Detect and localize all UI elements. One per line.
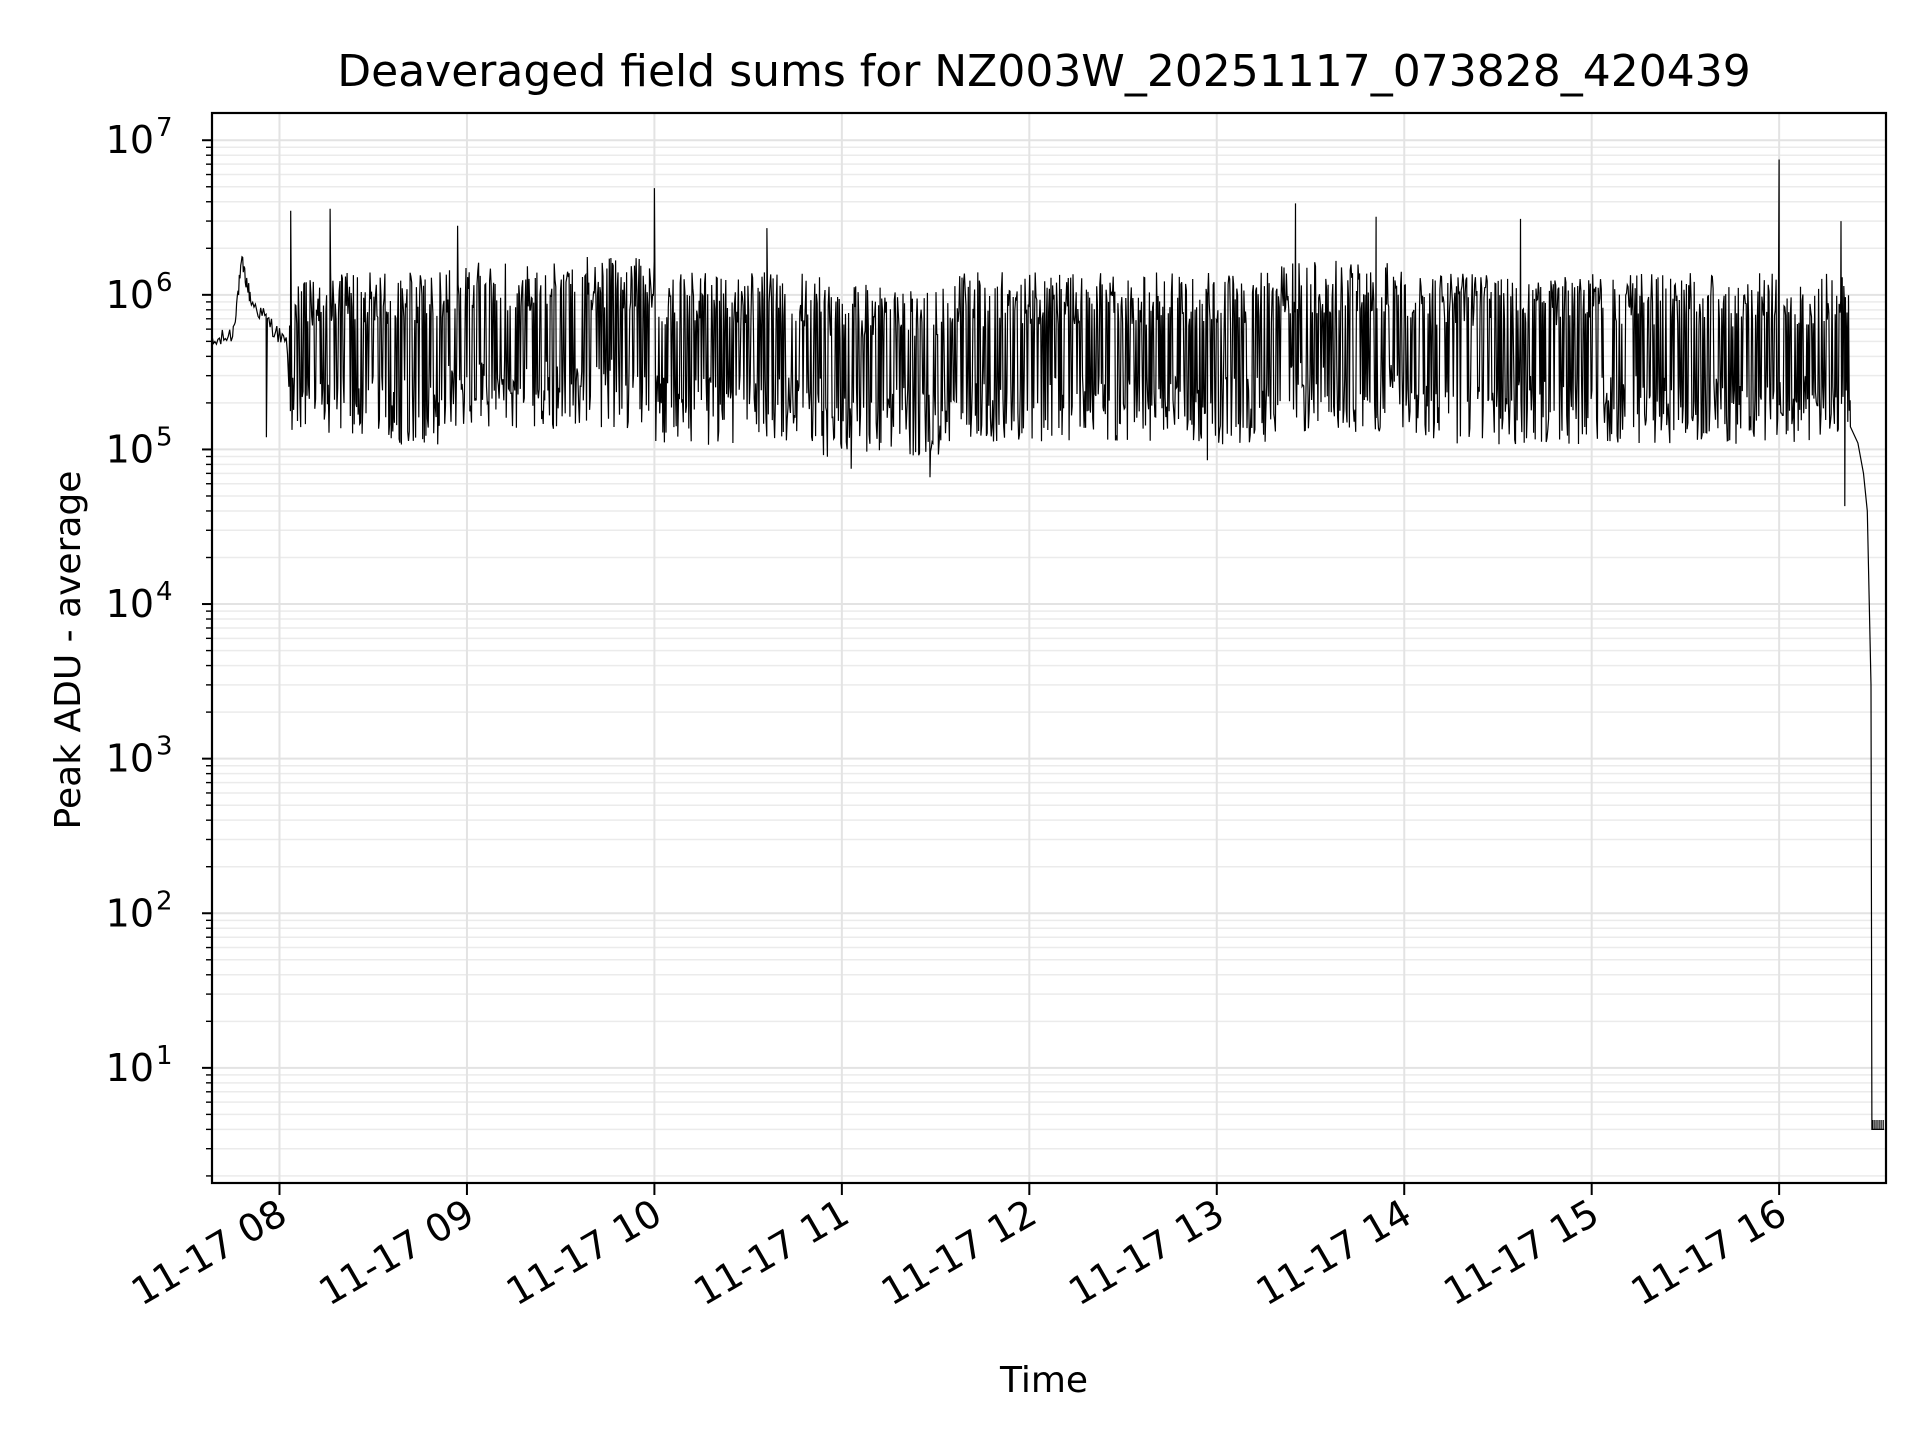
x-tick-label: 11-17 12: [874, 1191, 1044, 1315]
y-tick-exponent: 6: [156, 268, 173, 298]
y-tick-label: 10: [106, 891, 154, 935]
x-tick-label: 11-17 08: [124, 1191, 294, 1315]
x-tick-label: 11-17 16: [1624, 1191, 1794, 1315]
y-tick-base: 10: [106, 1046, 154, 1090]
y-tick-exponent: 4: [156, 577, 173, 607]
series-line: [211, 159, 1885, 1130]
y-tick-base: 10: [106, 891, 154, 935]
y-tick-label: 10: [106, 582, 154, 626]
grid-lines: [212, 113, 1886, 1183]
x-axis-label: Time: [999, 1360, 1088, 1401]
y-tick-label: 10: [106, 273, 154, 317]
y-tick-label: 10: [106, 427, 154, 471]
y-tick-label: 10: [106, 1046, 154, 1090]
y-tick-label: 10: [106, 737, 154, 781]
y-tick-exponent: 5: [156, 422, 173, 452]
y-axis-label: Peak ADU - average: [48, 471, 89, 830]
y-tick-base: 10: [106, 427, 154, 471]
x-tick-label: 11-17 14: [1249, 1191, 1419, 1315]
y-tick-base: 10: [106, 118, 154, 162]
x-tick-label: 11-17 11: [686, 1191, 856, 1315]
y-tick-exponent: 1: [156, 1041, 173, 1071]
y-tick-base: 10: [106, 737, 154, 781]
y-tick-exponent: 3: [156, 732, 173, 762]
chart-title: Deaveraged field sums for NZ003W_2025111…: [337, 46, 1750, 97]
y-tick-base: 10: [106, 273, 154, 317]
x-tick-label: 11-17 09: [311, 1191, 481, 1315]
x-tick-label: 11-17 15: [1436, 1191, 1606, 1315]
x-tick-label: 11-17 13: [1061, 1191, 1231, 1315]
y-tick-label: 10: [106, 118, 154, 162]
plot-frame: [210, 111, 1888, 1185]
y-tick-exponent: 7: [156, 113, 173, 143]
x-tick-label: 11-17 10: [499, 1191, 669, 1315]
y-tick-exponent: 2: [156, 886, 173, 916]
y-tick-base: 10: [106, 582, 154, 626]
